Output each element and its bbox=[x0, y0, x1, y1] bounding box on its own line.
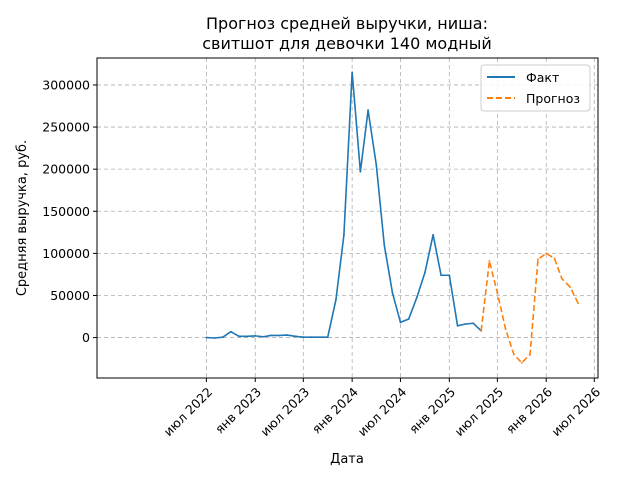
legend-label-forecast: Прогноз bbox=[526, 91, 580, 106]
y-tick-label: 300000 bbox=[42, 77, 90, 92]
data-point-fact bbox=[326, 336, 329, 339]
y-tick-label: 50000 bbox=[50, 288, 90, 303]
data-point-fact bbox=[391, 292, 394, 294]
data-point-forecast bbox=[480, 329, 483, 332]
data-point-fact bbox=[229, 330, 232, 333]
data-point-fact bbox=[278, 334, 281, 337]
data-point-fact bbox=[383, 244, 386, 246]
data-point-fact bbox=[472, 322, 475, 325]
data-point-fact bbox=[205, 336, 208, 339]
data-point-fact bbox=[294, 335, 297, 338]
data-point-fact bbox=[423, 271, 426, 274]
data-point-fact bbox=[302, 336, 305, 339]
data-point-fact bbox=[254, 334, 257, 337]
data-point-fact bbox=[238, 335, 240, 338]
data-point-fact bbox=[440, 274, 442, 277]
data-point-forecast bbox=[520, 361, 523, 364]
data-point-fact bbox=[359, 170, 362, 173]
data-point-forecast bbox=[529, 353, 531, 356]
x-axis-label: Дата bbox=[330, 452, 364, 467]
data-point-fact bbox=[318, 336, 321, 339]
data-point-fact bbox=[310, 336, 313, 339]
data-point-fact bbox=[335, 298, 337, 301]
data-point-fact bbox=[286, 334, 288, 336]
data-point-fact bbox=[416, 296, 418, 299]
data-point-forecast bbox=[496, 292, 499, 294]
legend-label-fact: Факт bbox=[526, 70, 559, 85]
data-point-fact bbox=[262, 335, 265, 338]
data-point-forecast bbox=[512, 353, 515, 356]
y-tick-label: 150000 bbox=[42, 204, 90, 219]
series-layer bbox=[205, 71, 579, 364]
y-tick-label: 250000 bbox=[42, 120, 90, 135]
plot-frame bbox=[96, 57, 599, 379]
y-axis-label: Средняя выручка, руб. bbox=[15, 140, 30, 296]
data-point-fact bbox=[367, 109, 369, 112]
data-point-fact bbox=[351, 71, 354, 74]
data-point-fact bbox=[399, 321, 402, 324]
data-point-forecast bbox=[504, 328, 507, 331]
data-point-fact bbox=[246, 335, 248, 338]
data-point-fact bbox=[375, 164, 378, 166]
data-point-fact bbox=[270, 334, 272, 337]
y-tick-label: 200000 bbox=[42, 162, 90, 177]
data-point-fact bbox=[464, 323, 466, 326]
data-point-forecast bbox=[577, 302, 579, 304]
data-point-fact bbox=[432, 233, 435, 236]
data-point-fact bbox=[221, 336, 224, 339]
chart-title-line-2: свитшот для девочки 140 модный bbox=[202, 34, 492, 53]
data-point-forecast bbox=[545, 252, 548, 255]
data-point-fact bbox=[343, 233, 345, 236]
data-point-fact bbox=[407, 318, 410, 320]
data-point-forecast bbox=[560, 277, 563, 280]
data-point-forecast bbox=[569, 286, 572, 288]
y-tick-label: 100000 bbox=[42, 246, 90, 261]
y-axis: 0 50000 100000 150000 200000 250000 300000 bbox=[42, 77, 97, 345]
data-point-fact bbox=[456, 324, 459, 327]
data-point-fact bbox=[448, 274, 451, 277]
data-point-forecast bbox=[537, 258, 539, 261]
data-point-fact bbox=[213, 337, 216, 339]
data-point-forecast bbox=[553, 257, 556, 260]
y-tick-label: 0 bbox=[82, 330, 90, 345]
legend: Факт Прогноз bbox=[480, 64, 591, 112]
grid bbox=[97, 58, 598, 378]
chart-title-line-1: Прогноз средней выручки, ниша: bbox=[206, 14, 488, 33]
data-point-forecast bbox=[488, 260, 491, 262]
